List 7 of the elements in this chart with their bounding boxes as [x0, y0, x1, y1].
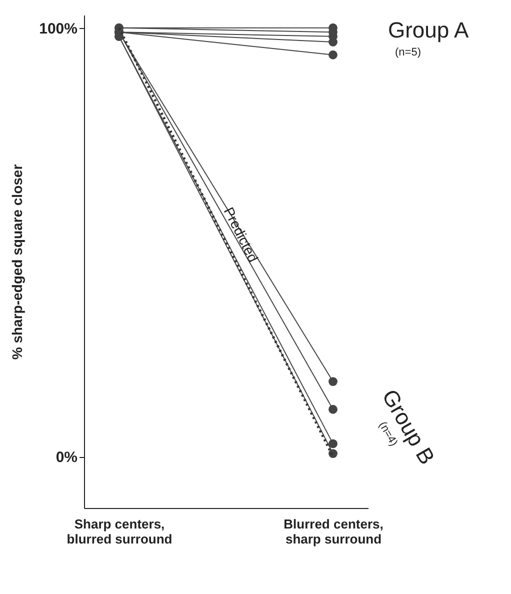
- x-tick-label: Blurred centers, sharp surround: [284, 516, 384, 546]
- text: (n=5): [394, 46, 421, 59]
- x-tick-label: Sharp centers, blurred surround: [66, 516, 172, 546]
- y-tick-label: 100%: [39, 20, 78, 38]
- y-tick-label: 0%: [56, 449, 78, 466]
- text: Group A: [388, 18, 470, 43]
- y-axis-title: % sharp-edged square closer: [9, 164, 26, 360]
